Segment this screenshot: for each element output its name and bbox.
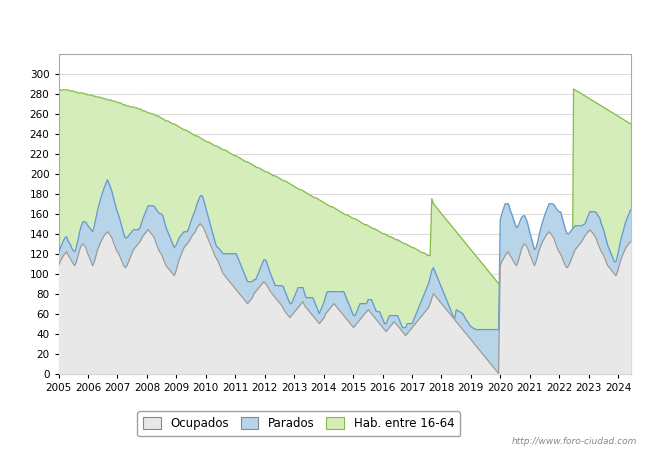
Legend: Ocupados, Parados, Hab. entre 16-64: Ocupados, Parados, Hab. entre 16-64 — [137, 411, 460, 436]
Text: http://www.foro-ciudad.com: http://www.foro-ciudad.com — [512, 436, 637, 446]
Text: Casillas de Coria - Evolucion de la poblacion en edad de Trabajar Mayo de 2024: Casillas de Coria - Evolucion de la pobl… — [47, 16, 603, 29]
